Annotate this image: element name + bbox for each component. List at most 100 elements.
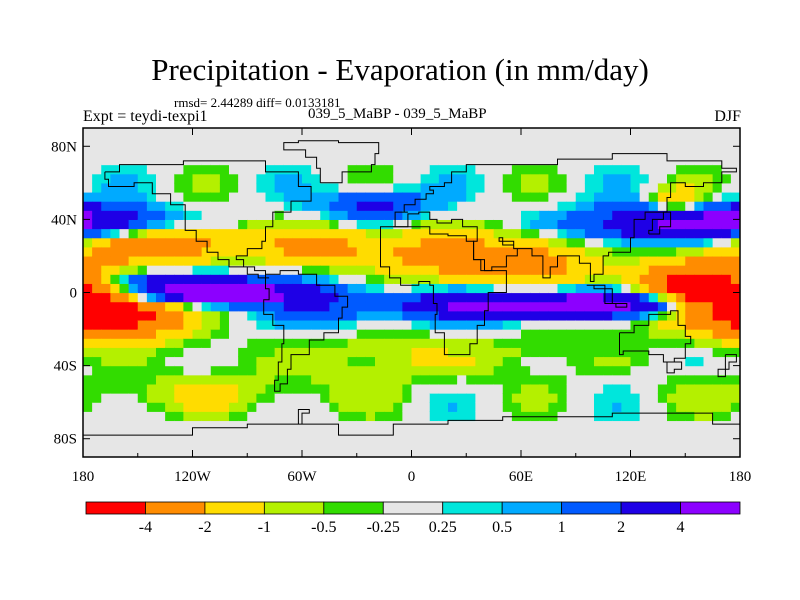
field-cell [657,255,668,266]
field-cell [338,237,349,248]
field-cell [393,292,403,303]
field-cell [338,265,349,275]
field-cell [712,365,723,376]
field-cell [329,274,340,284]
field-cell [612,329,622,339]
field-cell [667,292,677,303]
field-cell [575,201,586,211]
field-cell [575,292,586,303]
field-cell [320,283,330,294]
field-cell [676,402,686,412]
field-cell [156,393,166,403]
field-cell [302,265,312,275]
field-cell [511,137,522,147]
field-cell [685,219,695,230]
colorbar-label: 2 [617,519,625,536]
field-cell [302,201,312,211]
field-cell [484,301,495,312]
field-cell [466,201,476,211]
field-cell [128,173,139,184]
coastline-segment [263,270,349,392]
field-cell [393,310,403,321]
field-cell [292,438,303,449]
field-cell [101,292,111,303]
field-cell [612,383,622,394]
field-cell [657,274,668,284]
field-cell [484,356,495,367]
field-cell [110,182,121,193]
field-cell [657,164,668,175]
field-cell [575,319,586,330]
field-cell [511,319,522,330]
field-cell [685,237,695,248]
field-cell [493,237,504,248]
field-cell [484,246,495,257]
field-cell [347,383,358,394]
field-cell [521,365,531,376]
field-cell [210,411,221,422]
field-cell [247,292,257,303]
field-cell [603,338,613,348]
field-cell [466,301,476,312]
field-cell [329,219,340,230]
field-cell [429,155,440,166]
field-cell [356,173,367,184]
field-cell [210,319,221,330]
field-cell [703,274,714,284]
field-cell [457,429,467,440]
field-cell [101,347,111,358]
field-cell [384,182,394,193]
field-cell [119,155,130,166]
field-cell [110,374,121,385]
field-cell [438,246,449,257]
field-cell [128,237,139,248]
field-cell [466,429,476,440]
field-cell [411,128,422,138]
field-cell [356,319,367,330]
field-cell [192,237,203,248]
field-cell [238,210,248,220]
field-cell [676,329,686,339]
colorbar-box [145,501,206,515]
field-cell [256,164,267,175]
field-cell [712,265,723,275]
field-cell [110,402,121,412]
field-cell [283,319,294,330]
field-cell [238,420,248,431]
field-cell [420,265,431,275]
field-cell [457,283,467,294]
field-cell [229,402,239,412]
field-cell [347,292,358,303]
field-cell [174,283,184,294]
field-cell [502,438,513,449]
field-cell [274,164,285,175]
field-cell [448,228,458,239]
field-cell [730,182,740,193]
field-cell [575,347,586,358]
field-cell [311,329,321,339]
field-cell [676,356,686,367]
field-cell [694,347,705,358]
field-cell [676,292,686,303]
field-cell [448,365,458,376]
field-cell [703,383,714,394]
field-cell [192,246,203,257]
field-cell [201,146,212,157]
field-cell [502,429,513,440]
field-cell [83,447,93,457]
field-cell [156,246,166,257]
field-cell [612,310,622,321]
field-cell [621,383,632,394]
field-cell [457,356,467,367]
field-cell [329,447,340,457]
field-cell [265,310,276,321]
field-cell [502,246,513,257]
field-cell [521,201,531,211]
field-cell [539,164,549,175]
field-cell [329,191,340,202]
field-cell [448,128,458,138]
field-cell [448,338,458,348]
field-cell [703,420,714,431]
field-cell [511,283,522,294]
field-cell [594,301,604,312]
